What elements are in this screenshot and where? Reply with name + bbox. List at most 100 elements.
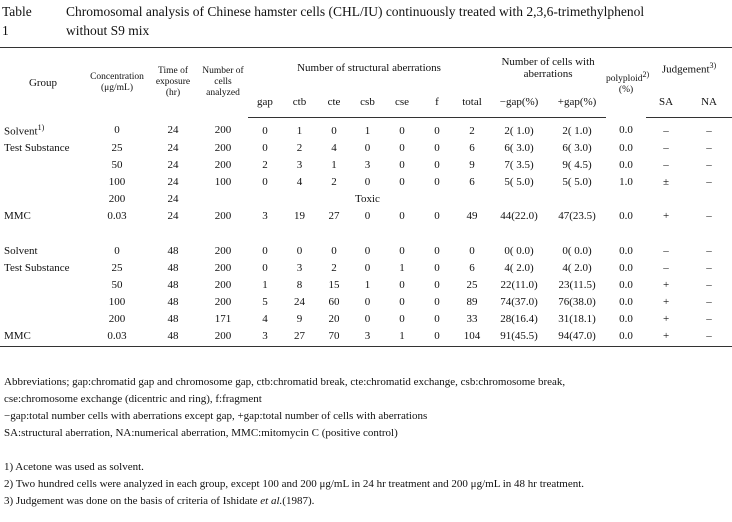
table-cell: 24 [167,175,179,188]
header-line: Number of [202,66,244,77]
header-cell: csb [351,87,384,118]
table-cell: ± [663,175,670,188]
table-cell: 0 [434,295,440,308]
table-cell: 0 [364,312,371,325]
table-cell: 0 [399,124,405,137]
table-cell [548,190,606,207]
table-row: 200 24 Toxic [0,190,732,207]
table-cell: 15 [328,278,340,291]
table-cell: – [663,244,669,257]
table-cell: 0 [262,244,268,257]
header-cell: polyploid2) (%) [606,47,649,118]
table-cell: 100 [108,175,126,188]
table-cell: 25 [111,261,123,274]
table-cell [384,190,420,207]
table-cell: 0.0 [619,158,633,171]
table-cell: 31(18.1) [558,312,596,325]
table-row: Solvent1) 0 24 200 0 1 0 1 0 0 2 2( 1.0) 2( 1.0) 0.0 –… [0,118,732,140]
table-body: Solvent1) 0 24 200 0 1 0 1 0 0 2 2( 1.0) 2( 1.0) 0.0–… [0,118,732,347]
note-mark: 3) [709,60,717,70]
group-cell: Solvent1) [4,122,45,138]
abbreviation-line: −gap:total number cells with aberrations… [4,410,428,422]
group-cell [0,173,86,190]
group-cell [0,293,86,310]
table-cell: 171 [214,312,232,325]
group-cell: Solvent [4,244,38,257]
table-cell: 104 [454,327,491,347]
table-header: Group Concentration (μg/mL) Time of exposu… [0,47,732,118]
table-cell: 24 [167,209,179,222]
abbreviation-line: SA:structural aberration, NA:numerical a… [4,427,398,439]
table-cell: 27 [328,209,340,222]
table-cell: 3 [296,158,303,171]
table-cell: 2 [296,141,303,154]
table-cell [454,190,490,207]
table-cell: 1 [364,278,371,291]
table-cell: 200 [108,192,126,205]
table-cell: – [706,209,712,222]
table-cell: 200 [214,124,232,137]
table-cell: + [662,209,670,222]
header-cell: +gap(%) [548,87,607,118]
table-cell: 8 [296,278,303,291]
table-row: MMC 0.03 24 200 3 19 27 0 0 0 49 44(22.0) 47(23.5) 0.… [0,207,732,224]
table-cell: 24 [167,124,179,137]
table-cell: 0 [399,158,405,171]
table-cell: – [663,124,669,137]
table-cell [606,190,646,207]
table-cell: Toxic [355,192,380,205]
abbreviation-line: cse:chromosome exchange (dicentric and r… [4,393,262,405]
table-row: MMC 0.03 48 200 3 27 70 3 1 0 104 91(45.5) 94(47.0) 0… [0,327,732,347]
table-cell: 2 [331,175,337,188]
table-label: Table 1 [2,4,32,38]
table-cell: 100 [108,295,126,308]
note-text: et al. [260,495,283,507]
table-cell: 0 [434,312,440,325]
table-cell: 0 [114,244,120,257]
table-cell: 9 [469,158,475,171]
table-cell: 24 [294,295,305,308]
header-cell: SA [646,87,687,118]
table-cell: 0.0 [619,261,633,274]
table-cell: 0 [434,278,440,291]
header-cell: gap [248,87,282,118]
header-line: (hr) [165,88,181,99]
header-line: Concentration [90,71,144,82]
table-cell: 4( 2.0) [562,261,592,274]
table-cell: 50 [111,158,123,171]
table-cell: 200 [214,261,232,274]
table-cell: – [706,124,712,137]
header-cell: Concentration (μg/mL) [86,47,148,118]
table-cell: 0.03 [107,209,127,222]
table-cell: 24 [167,141,179,154]
table-cell: 27 [282,327,317,347]
header-cell: f [420,87,454,118]
table-row: 50 48 200 1 8 15 1 0 0 25 22(11.0) 23(11.5) 0.0 + – [0,276,732,293]
table-cell: 0 [331,244,337,257]
table-cell: 0.0 [619,312,633,325]
header-cell: cse [384,87,420,118]
table-cell: 1 [399,261,405,274]
table-cell: 0( 0.0) [562,244,592,257]
table-cell: 48 [167,295,179,308]
table-cell: 200 [214,158,232,171]
table-cell: 5( 5.0) [504,175,534,188]
note-line: 1) Acetone was used as solvent. [4,461,144,473]
table-cell: 0 [434,261,440,274]
table-cell: 3 [296,261,303,274]
table-cell: 5 [262,295,268,308]
table-cell: 9 [296,312,303,325]
table-cell: 0 [262,141,268,154]
table-cell: 0 [114,124,120,137]
table-cell: 24 [167,192,179,205]
table-cell: 76(38.0) [558,295,596,308]
table-cell: 4 [331,141,337,154]
table-cell: 1 [384,327,420,347]
table-cell: 49 [466,209,478,222]
table-cell: 24 [167,158,179,171]
table-cell: 60 [328,295,340,308]
table-cell: 0 [331,124,337,137]
table-cell: 6( 3.0) [504,141,534,154]
header-line: exposure [155,77,191,88]
table-cell: 0 [296,244,303,257]
